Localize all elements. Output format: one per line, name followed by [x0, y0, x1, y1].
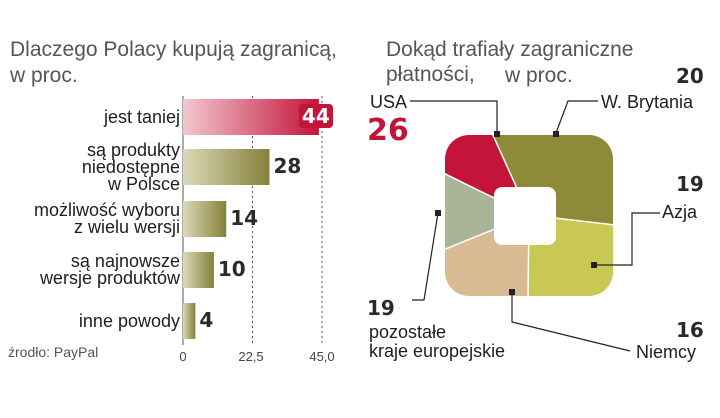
- pie-slice-pozostale: [445, 173, 529, 250]
- category-label: jest taniej: [103, 106, 180, 127]
- bar: [183, 149, 270, 185]
- leader-pozostale: [412, 212, 439, 301]
- pie-label-w-brytania: W. Brytania: [601, 92, 694, 112]
- bar-chart: [182, 96, 323, 345]
- bar-chart-title: Dlaczego Polacy kupują zagranicą,: [10, 38, 337, 61]
- category-label: inne powody: [78, 310, 180, 331]
- source-note: źrodło: PayPal: [8, 344, 99, 360]
- pie-label-usa: USA: [370, 92, 408, 112]
- pie-value-niemcy: 16: [676, 318, 704, 342]
- leader-dot: [509, 289, 515, 295]
- bar-value-label: 14: [230, 206, 259, 230]
- pie-chart: [410, 100, 660, 352]
- pie-value-pozostale: 19: [367, 296, 395, 320]
- leader-niemcy: [511, 293, 631, 352]
- leader-dot: [435, 210, 441, 216]
- tick-label: 0: [179, 349, 187, 364]
- category-label: możliwość wyboru z wielu wersji: [33, 200, 180, 237]
- pie-label-azja: Azja: [662, 202, 698, 222]
- pie-label-pozostale-line2: kraje europejskie: [369, 341, 506, 361]
- pie-chart-subtitle: w proc.: [505, 64, 573, 87]
- bar-value-label: 10: [217, 257, 246, 281]
- pie-label-pozostale-line1: pozostałe: [369, 322, 447, 342]
- leader-usa: [410, 100, 498, 133]
- bar: [183, 99, 319, 135]
- bar: [183, 303, 196, 339]
- pie-value-usa: 26: [367, 113, 409, 148]
- bar: [183, 252, 214, 288]
- leader-w-brytania: [555, 100, 598, 134]
- bar-chart-subtitle: w proc.: [10, 64, 78, 87]
- leader-dot: [553, 131, 559, 137]
- pie-slice-w-brytania: [492, 135, 613, 225]
- pie-chart-title: Dokąd trafiały zagraniczne płatności,: [386, 38, 634, 86]
- tick-label: 45,0: [309, 349, 335, 364]
- pie-value-azja: 19: [676, 172, 704, 196]
- category-label: są produkty niedostępne w Polsce: [81, 139, 180, 194]
- pie-value-w-brytania: 20: [676, 64, 704, 88]
- bar-value-label: 44: [298, 104, 333, 128]
- bar-value-label: 28: [273, 154, 302, 178]
- leader-dot: [591, 262, 597, 268]
- leader-dot: [494, 131, 500, 137]
- bar: [183, 201, 227, 237]
- tick-label: 22,5: [238, 349, 264, 364]
- category-label: są najnowsze wersje produktów: [39, 251, 180, 288]
- pie-label-niemcy: Niemcy: [636, 342, 697, 362]
- bar-value-label: 4: [199, 308, 214, 332]
- leader-azja: [594, 212, 660, 266]
